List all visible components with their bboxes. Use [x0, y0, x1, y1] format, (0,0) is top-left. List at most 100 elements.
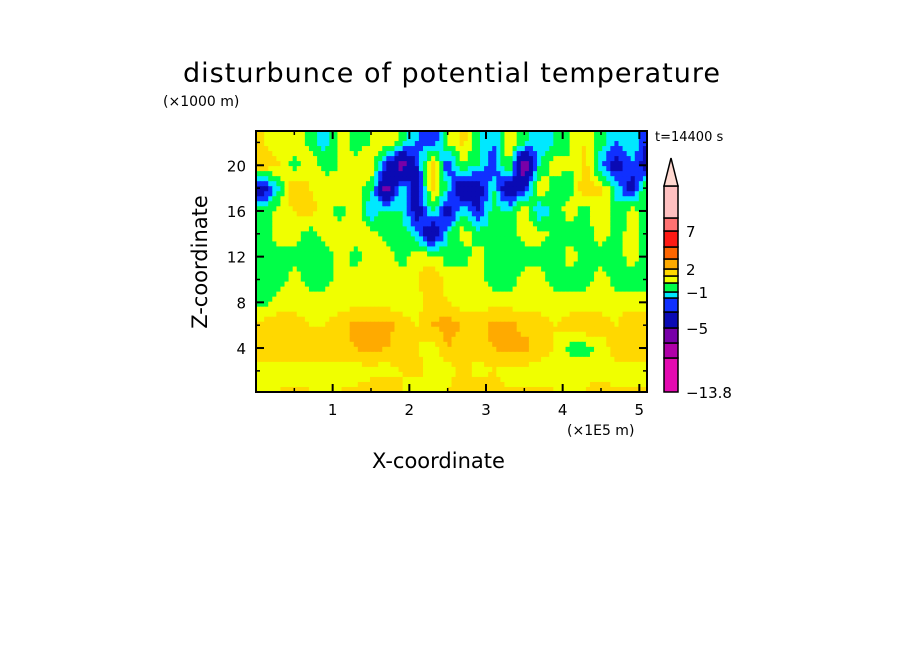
heatmap-cell	[337, 226, 343, 232]
heatmap-cell	[410, 206, 416, 212]
heatmap-cell	[378, 176, 383, 182]
heatmap-cell	[614, 251, 620, 258]
heatmap-cell	[427, 191, 432, 197]
heatmap-cell	[374, 231, 379, 237]
heatmap-cell	[337, 136, 343, 142]
heatmap-cell	[435, 226, 440, 232]
heatmap-cell	[545, 206, 550, 212]
heatmap-cell	[337, 236, 343, 243]
heatmap-cell	[557, 156, 563, 162]
heatmap-cell	[345, 201, 351, 207]
heatmap-cell	[406, 361, 412, 368]
heatmap-cell	[520, 186, 526, 192]
heatmap-cell	[264, 301, 269, 308]
heatmap-cell	[402, 166, 408, 172]
heatmap-cell	[537, 226, 542, 232]
heatmap-cell	[361, 211, 367, 217]
heatmap-cell	[500, 141, 506, 147]
heatmap-cell	[496, 386, 501, 393]
heatmap-cell	[272, 186, 277, 192]
heatmap-cell	[642, 131, 648, 137]
heatmap-cell	[545, 321, 550, 328]
heatmap-cell	[500, 336, 506, 343]
heatmap-cell	[349, 351, 355, 358]
heatmap-cell	[427, 346, 432, 353]
heatmap-cell	[602, 186, 607, 192]
heatmap-cell	[561, 306, 567, 313]
heatmap-cell	[333, 366, 339, 373]
heatmap-cell	[504, 306, 510, 313]
heatmap-cell	[370, 336, 375, 343]
heatmap-cell	[471, 376, 477, 383]
heatmap-cell	[528, 166, 534, 172]
heatmap-cell	[475, 151, 481, 157]
heatmap-cell	[370, 186, 375, 192]
heatmap-cell	[594, 381, 599, 388]
heatmap-cell	[642, 266, 648, 273]
heatmap-cell	[463, 306, 469, 313]
heatmap-cell	[284, 191, 290, 197]
heatmap-cell	[634, 326, 640, 333]
heatmap-cell	[638, 171, 644, 177]
heatmap-cell	[402, 381, 408, 388]
heatmap-cell	[406, 171, 412, 177]
heatmap-cell	[500, 371, 506, 378]
heatmap-cell	[349, 211, 355, 217]
heatmap-cell	[398, 281, 404, 288]
heatmap-cell	[467, 296, 473, 303]
heatmap-cell	[435, 381, 440, 388]
heatmap-cell	[435, 281, 440, 288]
heatmap-cell	[537, 161, 542, 167]
heatmap-cell	[630, 276, 636, 283]
heatmap-cell	[642, 191, 648, 197]
heatmap-cell	[606, 216, 611, 222]
heatmap-cell	[480, 226, 485, 232]
heatmap-cell	[634, 351, 640, 358]
heatmap-cell	[545, 346, 550, 353]
heatmap-cell	[308, 331, 314, 338]
heatmap-cell	[386, 371, 391, 378]
heatmap-cell	[365, 246, 371, 253]
heatmap-cell	[268, 361, 273, 368]
heatmap-cell	[577, 216, 583, 222]
heatmap-cell	[622, 166, 628, 172]
heatmap-cell	[284, 201, 290, 207]
heatmap-cell	[585, 186, 591, 192]
heatmap-cell	[370, 156, 375, 162]
heatmap-cell	[475, 361, 481, 368]
heatmap-cell	[260, 286, 265, 293]
heatmap-cell	[398, 266, 404, 273]
heatmap-cell	[361, 336, 367, 343]
heatmap-cell	[455, 316, 461, 323]
heatmap-cell	[496, 226, 501, 232]
heatmap-cell	[264, 256, 269, 263]
heatmap-cell	[614, 296, 620, 303]
heatmap-cell	[357, 321, 363, 328]
heatmap-cell	[370, 276, 375, 283]
heatmap-cell	[496, 216, 501, 222]
heatmap-cell	[337, 336, 343, 343]
heatmap-cell	[585, 346, 591, 353]
heatmap-cell	[390, 141, 396, 147]
heatmap-cell	[606, 251, 611, 258]
heatmap-cell	[606, 261, 611, 268]
heatmap-cell	[634, 271, 640, 278]
heatmap-cell	[516, 181, 522, 187]
heatmap-cell	[630, 221, 636, 227]
heatmap-cell	[357, 166, 363, 172]
heatmap-cell	[451, 136, 457, 142]
heatmap-cell	[622, 256, 628, 263]
heatmap-cell	[598, 171, 603, 177]
heatmap-cell	[484, 356, 489, 363]
heatmap-cell	[427, 386, 432, 393]
heatmap-cell	[410, 311, 416, 318]
heatmap-cell	[573, 371, 579, 378]
heatmap-cell	[463, 326, 469, 333]
heatmap-cell	[488, 336, 493, 343]
heatmap-cell	[394, 146, 400, 152]
heatmap-cell	[374, 336, 379, 343]
heatmap-cell	[528, 241, 534, 248]
heatmap-cell	[496, 336, 501, 343]
heatmap-cell	[390, 156, 396, 162]
heatmap-cell	[471, 386, 477, 393]
